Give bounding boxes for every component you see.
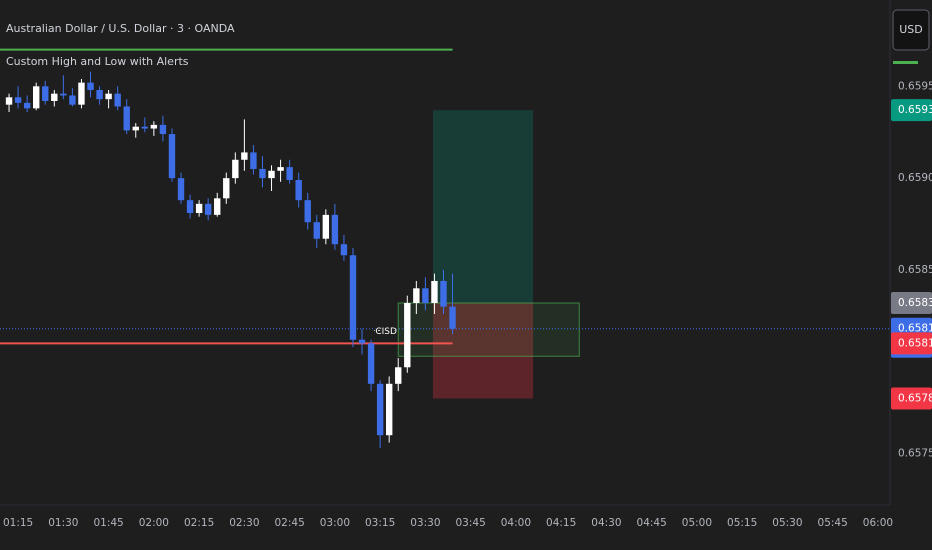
x-tick-label: 03:45 xyxy=(456,517,486,529)
x-tick-label: 05:45 xyxy=(818,517,848,529)
candle-body xyxy=(150,124,158,129)
candle-body xyxy=(114,93,121,107)
x-tick-label: 01:30 xyxy=(48,517,78,529)
candle-body xyxy=(60,93,67,96)
x-tick-label: 03:15 xyxy=(365,517,395,529)
candle-body xyxy=(376,383,384,436)
x-tick-label: 04:45 xyxy=(637,517,667,529)
x-tick-label: 05:30 xyxy=(772,517,802,529)
candle-body xyxy=(123,106,130,131)
candle-body xyxy=(422,288,429,303)
x-tick-label: 03:30 xyxy=(410,517,440,529)
price-label: 0.65832 xyxy=(898,297,932,309)
plot-area xyxy=(0,48,890,449)
x-tick-label: 04:15 xyxy=(546,517,576,529)
candle-body xyxy=(404,303,411,368)
candle-body xyxy=(33,86,40,109)
candle-body xyxy=(385,383,393,436)
price-label-box xyxy=(891,387,932,410)
candle-body xyxy=(177,178,185,201)
candle-body xyxy=(105,93,112,100)
target-zone xyxy=(432,110,534,303)
candle-body xyxy=(449,306,456,329)
x-tick-label: 02:00 xyxy=(139,517,169,529)
candle-body xyxy=(250,152,257,169)
level-marker xyxy=(893,61,918,64)
x-tick-label: 06:00 xyxy=(863,517,893,529)
price-label: 0.65780 xyxy=(898,392,932,404)
candle-body xyxy=(241,152,248,160)
candle-body xyxy=(186,200,194,214)
chart-title: Australian Dollar / U.S. Dollar · 3 · OA… xyxy=(6,22,235,35)
cisd-label: CISD xyxy=(375,327,397,337)
price-label: 0.65818 xyxy=(898,323,932,335)
price-label-box xyxy=(891,332,932,355)
candle-body xyxy=(214,198,221,215)
candle-body xyxy=(340,244,348,256)
candle-body xyxy=(14,97,22,103)
x-tick-label: 02:45 xyxy=(274,517,304,529)
candle-body xyxy=(78,82,85,105)
candle-body xyxy=(286,167,293,180)
candle-body xyxy=(331,214,339,245)
candle-body xyxy=(322,214,330,239)
price-label-box xyxy=(891,99,932,122)
currency-button[interactable] xyxy=(892,9,930,51)
candle-body xyxy=(223,178,230,199)
x-tick-label: 02:15 xyxy=(184,517,214,529)
candle-body xyxy=(51,93,58,101)
candle-body xyxy=(195,203,203,214)
candle-body xyxy=(132,126,139,131)
candle-body xyxy=(42,86,49,101)
candle-body xyxy=(367,343,375,384)
candle-body xyxy=(168,134,176,179)
x-tick-label: 05:00 xyxy=(682,517,712,529)
candle-body xyxy=(295,179,302,201)
candle-body xyxy=(358,339,366,344)
x-tick-label: 05:15 xyxy=(727,517,757,529)
price-label-box xyxy=(891,292,932,314)
overlay: Australian Dollar / U.S. Dollar · 3 · OA… xyxy=(3,9,932,529)
candle-body xyxy=(23,102,31,109)
candle-body xyxy=(413,288,420,303)
indicator-name: Custom High and Low with Alerts xyxy=(6,55,189,68)
price-label: 0.65937 xyxy=(898,104,932,116)
x-tick-label: 01:45 xyxy=(93,517,123,529)
candle-body xyxy=(96,89,103,100)
candle-body xyxy=(69,95,76,105)
candle-body xyxy=(277,167,284,171)
candle-body xyxy=(395,367,402,384)
zone-box xyxy=(397,302,580,357)
candle-body xyxy=(259,168,266,179)
candle-body xyxy=(313,222,320,239)
x-tick-label: 03:00 xyxy=(320,517,350,529)
x-tick-label: 04:30 xyxy=(591,517,621,529)
x-tick-label: 01:15 xyxy=(3,517,33,529)
candle-body xyxy=(232,159,239,179)
candle-body xyxy=(87,82,94,90)
candle-body xyxy=(204,203,212,215)
candle-body xyxy=(268,170,275,179)
candle-body xyxy=(159,124,167,135)
candle-body xyxy=(440,280,447,307)
candle-body xyxy=(349,255,357,340)
candle-body xyxy=(5,97,13,105)
x-tick-label: 02:30 xyxy=(229,517,259,529)
candle-body xyxy=(141,126,149,129)
candle-body xyxy=(431,280,438,303)
currency-button-label[interactable]: USD xyxy=(899,23,923,36)
candle-body xyxy=(304,200,311,223)
x-tick-label: 04:00 xyxy=(501,517,531,529)
